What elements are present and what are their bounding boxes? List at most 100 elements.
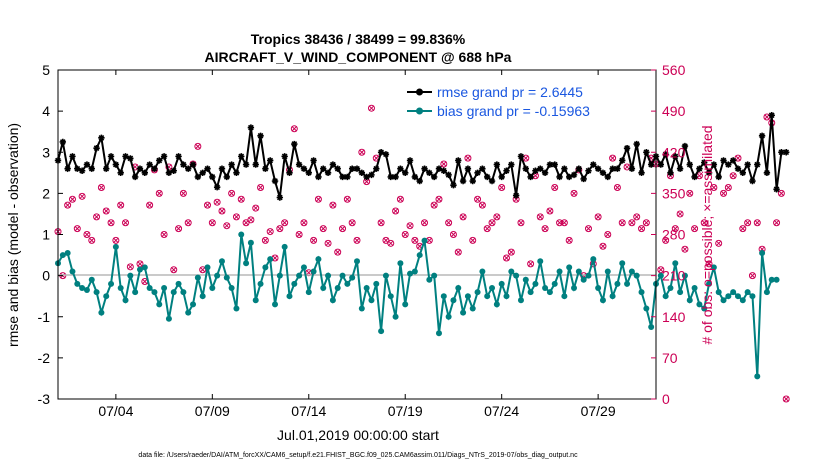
bias-point (185, 309, 192, 316)
obs-possible-circle (527, 260, 535, 268)
rmse-point (604, 173, 611, 181)
obs-assimilated-cross (604, 231, 611, 238)
obs-count-marker (179, 189, 187, 197)
rmse-point (165, 169, 173, 177)
obs-assimilated-cross (223, 222, 230, 229)
obs-count-marker (290, 125, 298, 133)
obs-possible-circle (570, 189, 578, 197)
rmse-point (725, 161, 732, 168)
obs-count-marker (430, 201, 438, 209)
obs-count-marker (604, 231, 612, 238)
bias-point (455, 284, 462, 291)
bias-point (228, 284, 235, 291)
obs-assimilated-cross (344, 196, 351, 203)
obs-possible-circle (710, 184, 718, 191)
rmse-point (696, 165, 703, 172)
obs-count-marker (367, 104, 375, 112)
obs-assimilated-cross (469, 237, 476, 244)
obs-assimilated-cross (706, 261, 712, 267)
rmse-point (739, 169, 747, 177)
bias-point (122, 297, 129, 304)
rmse-point (773, 186, 780, 193)
obs-count-marker (686, 189, 694, 197)
obs-assimilated-cross (711, 184, 717, 191)
obs-assimilated-cross (547, 208, 553, 214)
rmse-point (754, 161, 761, 168)
rmse-point (348, 165, 356, 172)
rmse-point (276, 194, 284, 201)
obs-assimilated-cross (175, 225, 182, 232)
obs-count-marker (556, 219, 564, 227)
obs-count-marker (213, 198, 221, 206)
obs-possible-circle (536, 213, 544, 221)
obs-count-marker (517, 219, 525, 227)
rmse-point (127, 155, 134, 162)
obs-assimilated-cross (257, 184, 264, 191)
obs-assimilated-cross (455, 249, 462, 255)
obs-count-marker (257, 184, 265, 191)
obs-possible-circle (358, 148, 366, 156)
obs-assimilated-cross (682, 246, 688, 253)
bias-point (730, 289, 737, 296)
bias-point (498, 280, 505, 287)
obs-assimilated-cross (609, 155, 616, 161)
obs-assimilated-cross (643, 219, 650, 226)
rmse-point (758, 132, 766, 139)
obs-assimilated-cross (204, 202, 211, 208)
bias-point (373, 280, 380, 287)
obs-assimilated-cross (146, 202, 153, 208)
bias-point (402, 301, 409, 308)
rmse-point (64, 165, 71, 172)
obs-assimilated-cross (93, 214, 100, 220)
bias-point (397, 260, 404, 267)
rmse-point (445, 171, 452, 179)
obs-possible-circle (155, 189, 163, 197)
obs-count-marker (565, 236, 573, 244)
rmse-point (561, 165, 568, 172)
bias-point (677, 289, 684, 296)
obs-possible-circle (122, 219, 130, 227)
obs-possible-circle (594, 213, 602, 221)
rmse-point (681, 142, 689, 150)
obs-possible-circle (348, 219, 356, 227)
rmse-point (416, 177, 423, 185)
bias-point (686, 297, 693, 304)
y-tick-label: 4 (42, 103, 50, 119)
obs-possible-circle (170, 266, 178, 274)
bias-point (715, 289, 722, 296)
bias-point (387, 293, 394, 300)
plot-content (54, 104, 790, 403)
bias-point (624, 280, 631, 287)
obs-possible-circle (387, 239, 395, 247)
obs-assimilated-cross (330, 202, 336, 208)
obs-assimilated-cross (219, 208, 225, 214)
bias-point (571, 284, 578, 291)
obs-count-marker (507, 248, 515, 256)
obs-count-marker (705, 260, 713, 268)
bias-point (633, 272, 640, 279)
bias-point (291, 280, 298, 287)
obs-possible-circle (560, 219, 568, 227)
obs-count-marker (715, 239, 723, 247)
obs-count-marker (396, 195, 404, 203)
obs-count-marker (88, 236, 96, 244)
obs-assimilated-cross (248, 216, 254, 223)
obs-assimilated-cross (407, 222, 413, 229)
obs-assimilated-cross (672, 225, 679, 232)
bias-point (98, 309, 105, 316)
y2-tick-label: 350 (662, 185, 686, 201)
bias-point (161, 284, 168, 291)
rmse-point (78, 167, 86, 174)
bias-point (218, 258, 225, 265)
bias-point (358, 305, 365, 312)
obs-count-marker (401, 231, 409, 238)
obs-assimilated-cross (657, 266, 664, 273)
bias-point (739, 297, 746, 304)
obs-count-marker (421, 219, 429, 227)
bias-point (382, 272, 389, 279)
y2-tick-label: 140 (662, 309, 686, 325)
obs-assimilated-cross (358, 149, 365, 156)
obs-possible-circle (445, 219, 453, 227)
rmse-point (262, 165, 269, 172)
obs-possible-circle (334, 248, 342, 256)
